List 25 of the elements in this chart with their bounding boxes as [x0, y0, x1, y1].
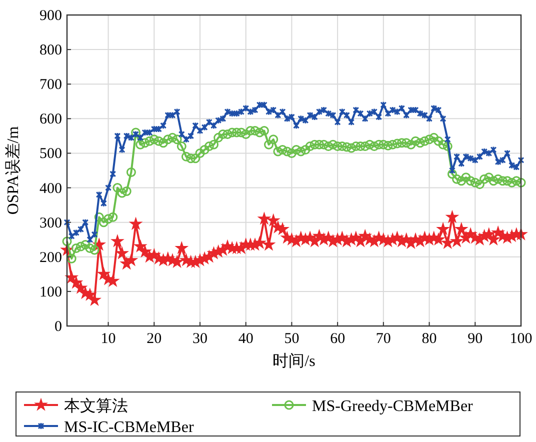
- y-tick-label: 300: [40, 215, 62, 232]
- x-tick-label: 40: [238, 331, 254, 347]
- y-axis-title: OSPA误差/m: [4, 126, 22, 215]
- y-tick-label: 100: [40, 284, 62, 300]
- y-tick-label: 200: [40, 250, 62, 266]
- x-tick-label: 70: [376, 331, 391, 347]
- legend-label: MS-IC-CBMeMBer: [64, 419, 194, 436]
- x-tick-label: 30: [192, 331, 208, 347]
- y-tick-label: 900: [40, 8, 62, 24]
- x-tick-label: 10: [100, 331, 116, 347]
- x-tick-label: 50: [284, 331, 300, 347]
- x-tick-label: 90: [468, 331, 483, 347]
- x-axis-title: 时间/s: [272, 352, 316, 370]
- x-tick-label: 60: [330, 331, 346, 347]
- legend-label: MS-Greedy-CBMeMBer: [312, 398, 474, 415]
- y-tick-label: 800: [40, 42, 62, 59]
- x-tick-label: 80: [422, 331, 437, 347]
- y-tick-label: 400: [40, 180, 62, 197]
- y-tick-label: 0: [54, 319, 62, 335]
- x-tick-label: 100: [510, 331, 532, 347]
- y-tick-label: 500: [40, 146, 62, 162]
- legend-label: 本文算法: [64, 397, 128, 415]
- y-tick-label: 600: [40, 112, 62, 128]
- y-tick-label: 700: [40, 77, 62, 94]
- x-tick-label: 20: [146, 331, 162, 347]
